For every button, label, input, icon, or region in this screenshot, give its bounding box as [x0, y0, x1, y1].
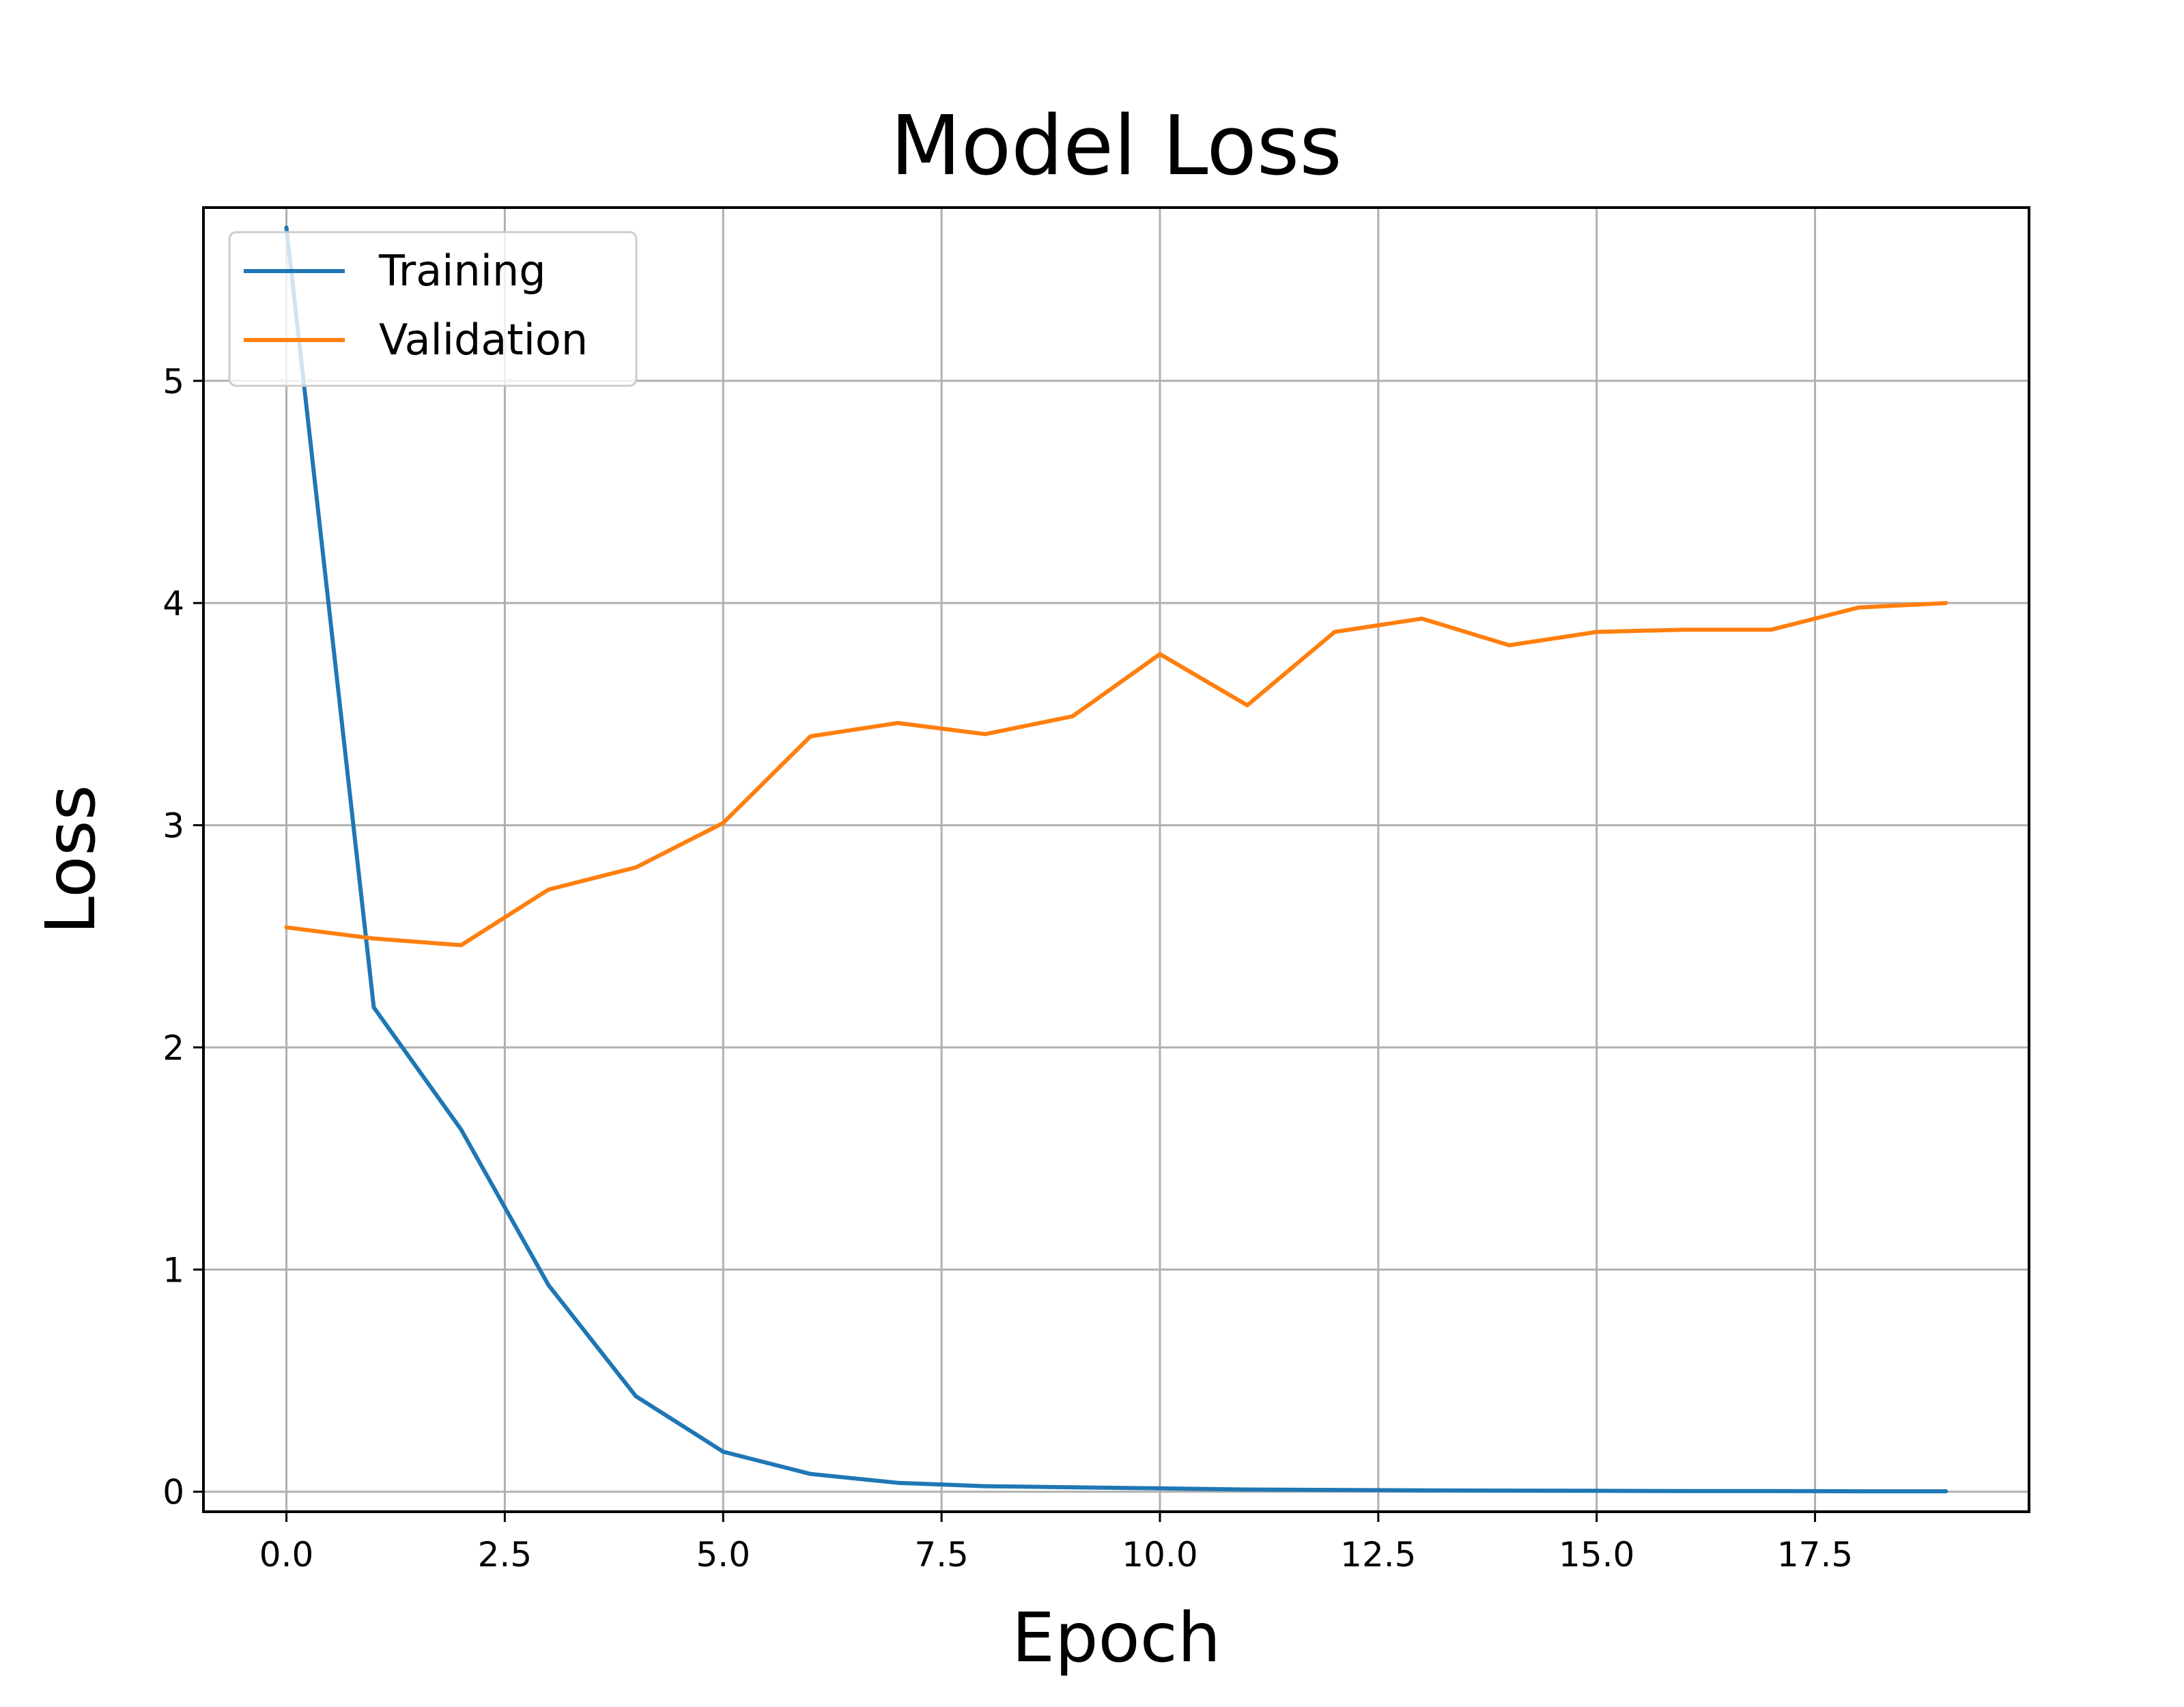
- plot-frame: [202, 206, 2030, 1513]
- x-tick-label: 0.0: [259, 1535, 314, 1575]
- chart-title: Model Loss: [890, 99, 1342, 194]
- validation-data-point: [1682, 627, 1686, 632]
- training-data-point: [1332, 1488, 1337, 1493]
- validation-data-point: [546, 887, 551, 892]
- y-tick-label: 0: [162, 1473, 184, 1512]
- validation-data-point: [1332, 630, 1337, 634]
- legend-training-label: Training: [378, 246, 546, 296]
- training-data-point: [1507, 1489, 1512, 1493]
- validation-data-point: [1507, 643, 1512, 648]
- validation-data-point: [634, 865, 638, 870]
- training-data-point: [1070, 1485, 1075, 1490]
- training-data-point: [1856, 1489, 1861, 1494]
- validation-data-point: [808, 734, 813, 739]
- validation-data-point: [459, 943, 464, 948]
- x-tick-label: 10.0: [1122, 1535, 1197, 1575]
- validation-data-point: [1419, 616, 1424, 621]
- training-data-point: [896, 1480, 900, 1485]
- training-data-point: [634, 1394, 638, 1398]
- x-tick-label: 12.5: [1340, 1535, 1416, 1575]
- validation-data-point: [371, 936, 376, 941]
- training-data-point: [1944, 1489, 1948, 1494]
- validation-data-point: [1769, 627, 1774, 632]
- training-data-point: [1769, 1489, 1774, 1493]
- legend: Training Validation: [228, 231, 638, 387]
- x-tick-label: 7.5: [914, 1535, 969, 1575]
- training-data-point: [1594, 1489, 1599, 1493]
- training-data-point: [1245, 1487, 1249, 1492]
- x-tick-label: 17.5: [1777, 1535, 1853, 1575]
- training-data-point: [284, 225, 289, 230]
- validation-data-point: [1245, 703, 1249, 707]
- y-tick-label: 5: [162, 362, 184, 401]
- training-data-point: [983, 1484, 988, 1489]
- y-axis-label: Loss: [31, 785, 111, 934]
- training-data-point: [459, 1127, 464, 1132]
- y-tick-label: 2: [162, 1028, 184, 1068]
- training-data-point: [546, 1283, 551, 1288]
- validation-data-point: [983, 732, 988, 737]
- series-group: [284, 225, 1948, 1494]
- validation-data-point: [284, 925, 289, 930]
- validation-data-point: [721, 821, 726, 826]
- training-data-point: [1157, 1486, 1162, 1491]
- x-tick-label: 2.5: [478, 1535, 533, 1575]
- x-tick-label: 5.0: [696, 1535, 750, 1575]
- validation-data-point: [1856, 605, 1861, 610]
- training-data-point: [721, 1450, 726, 1454]
- training-data-point: [1419, 1488, 1424, 1493]
- legend-validation-label: Validation: [379, 315, 588, 365]
- training-points: [284, 225, 1948, 1494]
- grid: [203, 208, 2029, 1512]
- y-tick-label: 1: [162, 1250, 184, 1290]
- y-tick-label: 4: [162, 584, 184, 623]
- x-axis-label: Epoch: [1012, 1598, 1221, 1678]
- validation-data-point: [1070, 714, 1075, 719]
- y-tick-label: 3: [162, 806, 184, 846]
- ticks: 0.0 2.5 5.0 7.5 10.0 12.5 15.0 17.5 0 1 2 3 4 5: [162, 362, 1853, 1575]
- validation-series-line: [286, 601, 1946, 948]
- validation-data-point: [1944, 601, 1948, 606]
- x-tick-label: 15.0: [1559, 1535, 1634, 1575]
- validation-data-point: [1594, 630, 1599, 634]
- validation-data-point: [1157, 652, 1162, 657]
- training-data-point: [371, 1005, 376, 1010]
- training-data-point: [808, 1471, 813, 1476]
- training-series-line: [284, 227, 1946, 1494]
- validation-data-point: [896, 720, 900, 725]
- validation-points: [284, 601, 1948, 948]
- training-data-point: [1682, 1489, 1686, 1493]
